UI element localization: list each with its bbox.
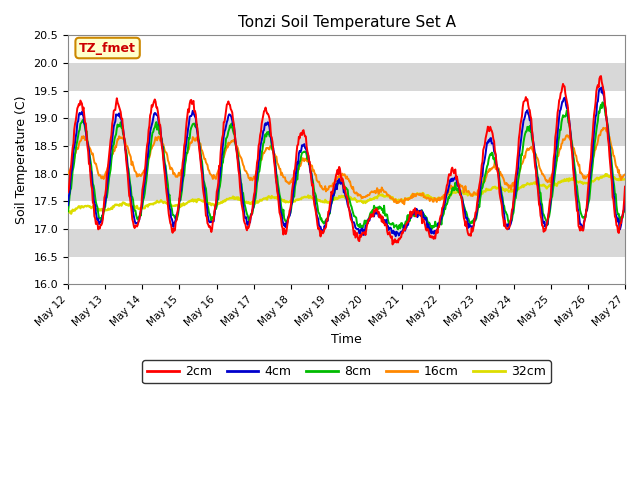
32cm — [415, 192, 423, 197]
Y-axis label: Soil Temperature (C): Soil Temperature (C) — [15, 96, 28, 224]
16cm — [600, 125, 607, 131]
2cm — [431, 236, 439, 241]
2cm — [74, 104, 82, 109]
32cm — [75, 204, 83, 209]
Bar — [68, 257, 625, 284]
2cm — [188, 101, 196, 107]
4cm — [218, 156, 225, 162]
8cm — [415, 209, 423, 215]
X-axis label: Time: Time — [331, 334, 362, 347]
2cm — [132, 223, 140, 228]
2cm — [388, 241, 396, 247]
Line: 32cm: 32cm — [68, 174, 625, 214]
4cm — [621, 198, 629, 204]
Text: TZ_fmet: TZ_fmet — [79, 41, 136, 55]
16cm — [188, 139, 196, 145]
2cm — [597, 73, 605, 79]
Legend: 2cm, 4cm, 8cm, 16cm, 32cm: 2cm, 4cm, 8cm, 16cm, 32cm — [142, 360, 550, 383]
2cm — [64, 189, 72, 195]
Bar — [68, 91, 625, 118]
Bar — [68, 201, 625, 229]
Title: Tonzi Soil Temperature Set A: Tonzi Soil Temperature Set A — [237, 15, 456, 30]
4cm — [74, 119, 82, 124]
Line: 16cm: 16cm — [68, 128, 625, 204]
8cm — [431, 219, 439, 225]
2cm — [621, 184, 629, 190]
Bar — [68, 146, 625, 174]
16cm — [415, 192, 423, 197]
4cm — [415, 211, 423, 217]
4cm — [132, 220, 140, 226]
32cm — [431, 197, 439, 203]
Line: 4cm: 4cm — [68, 87, 625, 236]
32cm — [64, 208, 72, 214]
8cm — [188, 123, 196, 129]
2cm — [415, 211, 423, 216]
32cm — [218, 200, 226, 205]
8cm — [621, 204, 629, 210]
4cm — [598, 84, 606, 90]
Bar — [68, 36, 625, 63]
32cm — [602, 171, 609, 177]
16cm — [132, 168, 140, 174]
32cm — [67, 211, 75, 216]
8cm — [218, 170, 225, 176]
16cm — [401, 202, 408, 207]
4cm — [431, 231, 439, 237]
32cm — [189, 196, 196, 202]
4cm — [64, 202, 72, 208]
16cm — [621, 171, 629, 177]
32cm — [132, 204, 140, 209]
4cm — [188, 111, 196, 117]
4cm — [392, 233, 399, 239]
8cm — [64, 208, 72, 214]
8cm — [394, 227, 402, 232]
16cm — [431, 195, 439, 201]
Line: 2cm: 2cm — [68, 76, 625, 244]
32cm — [621, 176, 629, 182]
8cm — [132, 208, 140, 214]
Line: 8cm: 8cm — [68, 102, 625, 229]
2cm — [218, 141, 225, 147]
8cm — [74, 133, 82, 139]
16cm — [64, 170, 72, 176]
16cm — [218, 163, 225, 169]
16cm — [74, 146, 82, 152]
8cm — [598, 99, 606, 105]
